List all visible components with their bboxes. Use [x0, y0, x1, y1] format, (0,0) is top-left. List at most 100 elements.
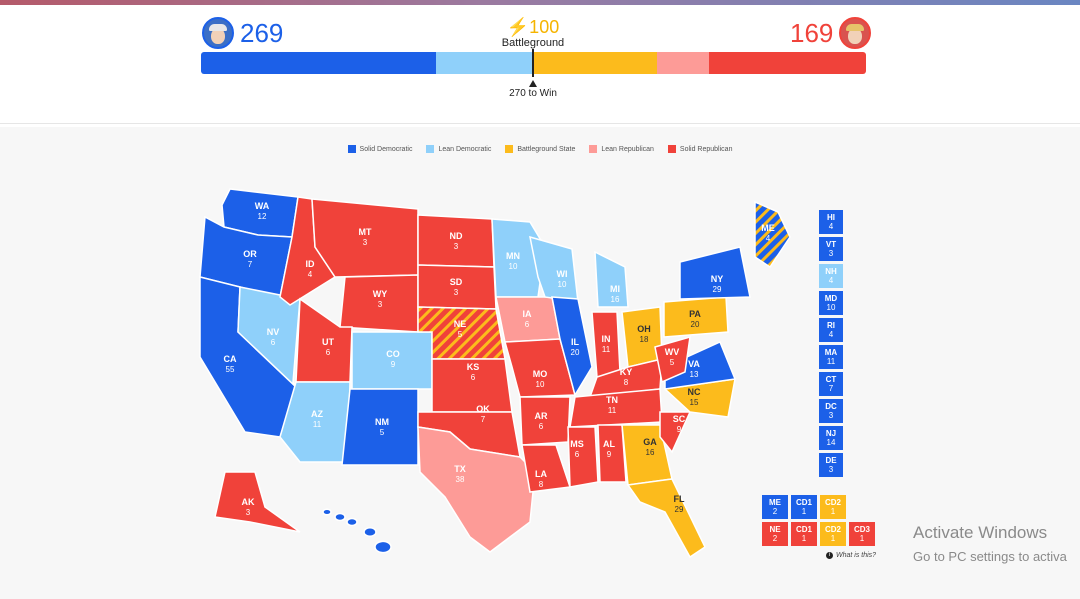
district-box[interactable]: CD1 1: [791, 495, 817, 519]
hawaii-island[interactable]: [346, 517, 358, 527]
state-electoral-votes: 6: [326, 348, 331, 357]
state-electoral-votes: 9: [677, 425, 682, 434]
state-box-dc[interactable]: DC 3: [819, 399, 843, 423]
state-label: NE: [454, 319, 467, 329]
state-label: FL: [674, 494, 685, 504]
state-electoral-votes: 13: [690, 370, 699, 379]
state-va[interactable]: [664, 340, 737, 390]
state-electoral-votes: 3: [246, 508, 251, 517]
district-votes: 1: [859, 534, 865, 543]
state-label: NV: [267, 327, 280, 337]
state-label: LA: [535, 469, 547, 479]
electoral-vote-bar: [201, 52, 866, 74]
district-label: NE: [769, 525, 781, 534]
state-electoral-votes: 6: [539, 422, 544, 431]
state-ar[interactable]: [519, 396, 571, 446]
hawaii-island[interactable]: [322, 508, 332, 516]
dem-candidate[interactable]: 269: [202, 17, 283, 49]
state-electoral-votes: 3: [454, 242, 459, 251]
state-ak[interactable]: [214, 471, 301, 533]
hawaii-island[interactable]: [334, 512, 346, 522]
state-box-de[interactable]: DE 3: [819, 453, 843, 477]
state-fl[interactable]: [626, 478, 706, 559]
legend-label: Solid Democratic: [359, 145, 413, 153]
state-electoral-votes: 6: [271, 338, 276, 347]
state-sc[interactable]: [659, 411, 692, 454]
state-box-label: DE: [825, 456, 837, 465]
state-mi[interactable]: [594, 250, 629, 308]
rep-electoral-count: 169: [790, 18, 834, 48]
state-ut[interactable]: [295, 297, 353, 383]
state-box-label: VT: [825, 240, 837, 249]
state-electoral-votes: 5: [458, 330, 463, 339]
district-label: CD2: [824, 525, 841, 534]
state-mo[interactable]: [504, 338, 576, 398]
state-electoral-votes: 11: [608, 406, 617, 415]
legend-item[interactable]: Solid Republican: [667, 145, 733, 153]
legend-item[interactable]: Lean Democratic: [426, 145, 491, 153]
state-box-ct[interactable]: CT 7: [819, 372, 843, 396]
state-box-label: CT: [825, 375, 837, 384]
district-votes: 2: [772, 534, 778, 543]
state-box-nj[interactable]: NJ 14: [819, 426, 843, 450]
state-label: TN: [606, 395, 618, 405]
state-sd[interactable]: [417, 264, 497, 310]
state-box-votes: 4: [828, 222, 834, 231]
state-label: WY: [373, 289, 388, 299]
district-box[interactable]: CD2 1: [820, 495, 846, 519]
district-box[interactable]: CD3 1: [849, 522, 875, 546]
district-votes: 1: [830, 534, 836, 543]
state-nd[interactable]: [417, 214, 495, 268]
state-ny[interactable]: [679, 246, 751, 300]
state-wv[interactable]: [654, 335, 691, 384]
state-label: SD: [450, 277, 463, 287]
state-box-votes: 10: [826, 303, 836, 312]
scoreboard-header: 269 ⚡100 Battleground 169 270 to Win: [0, 5, 1080, 124]
state-box-nh[interactable]: NH 4: [819, 264, 843, 288]
state-box-votes: 7: [828, 384, 834, 393]
district-box[interactable]: NE 2: [762, 522, 788, 546]
state-box-votes: 14: [826, 438, 836, 447]
hawaii-island[interactable]: [374, 540, 392, 554]
district-box[interactable]: CD2 1: [820, 522, 846, 546]
state-me[interactable]: [754, 200, 791, 269]
state-electoral-votes: 12: [258, 212, 267, 221]
state-label: VA: [688, 359, 700, 369]
state-ms[interactable]: [567, 426, 599, 488]
legend-swatch: [589, 145, 598, 153]
state-box-ma[interactable]: MA 11: [819, 345, 843, 369]
state-box-ri[interactable]: RI 4: [819, 318, 843, 342]
state-box-votes: 3: [828, 465, 834, 474]
state-label: KY: [620, 367, 633, 377]
state-az[interactable]: [279, 381, 351, 463]
state-label: MT: [359, 227, 372, 237]
district-box[interactable]: CD1 1: [791, 522, 817, 546]
state-box-hi[interactable]: HI 4: [819, 210, 843, 234]
legend-item[interactable]: Lean Republican: [589, 145, 654, 153]
state-box-vt[interactable]: VT 3: [819, 237, 843, 261]
state-il[interactable]: [551, 296, 593, 397]
state-box-md[interactable]: MD 10: [819, 291, 843, 315]
state-electoral-votes: 6: [471, 373, 476, 382]
district-box[interactable]: ME 2: [762, 495, 788, 519]
win-threshold-label: 270 to Win: [509, 88, 557, 99]
legend-item[interactable]: Battleground State: [505, 145, 575, 153]
district-label: CD2: [824, 498, 841, 507]
district-votes: 1: [801, 507, 807, 516]
state-electoral-votes: 20: [571, 348, 580, 357]
state-box-label: NH: [825, 267, 837, 276]
district-label: ME: [769, 498, 781, 507]
hawaii-island[interactable]: [363, 527, 377, 537]
state-al[interactable]: [597, 424, 627, 483]
state-label: MO: [533, 369, 548, 379]
state-electoral-votes: 6: [575, 450, 580, 459]
bar-segment-lean-rep: [657, 52, 709, 74]
state-nm[interactable]: [341, 388, 419, 466]
legend-item[interactable]: Solid Democratic: [347, 145, 413, 153]
rep-candidate-avatar: [839, 17, 872, 49]
map-area: Solid Democratic Lean Democratic Battlegro…: [0, 127, 1080, 599]
state-tx[interactable]: [417, 426, 536, 553]
legend-label: Solid Republican: [679, 145, 733, 153]
rep-candidate[interactable]: 169: [790, 17, 872, 49]
what-is-this-link[interactable]: i What is this?: [826, 552, 876, 559]
